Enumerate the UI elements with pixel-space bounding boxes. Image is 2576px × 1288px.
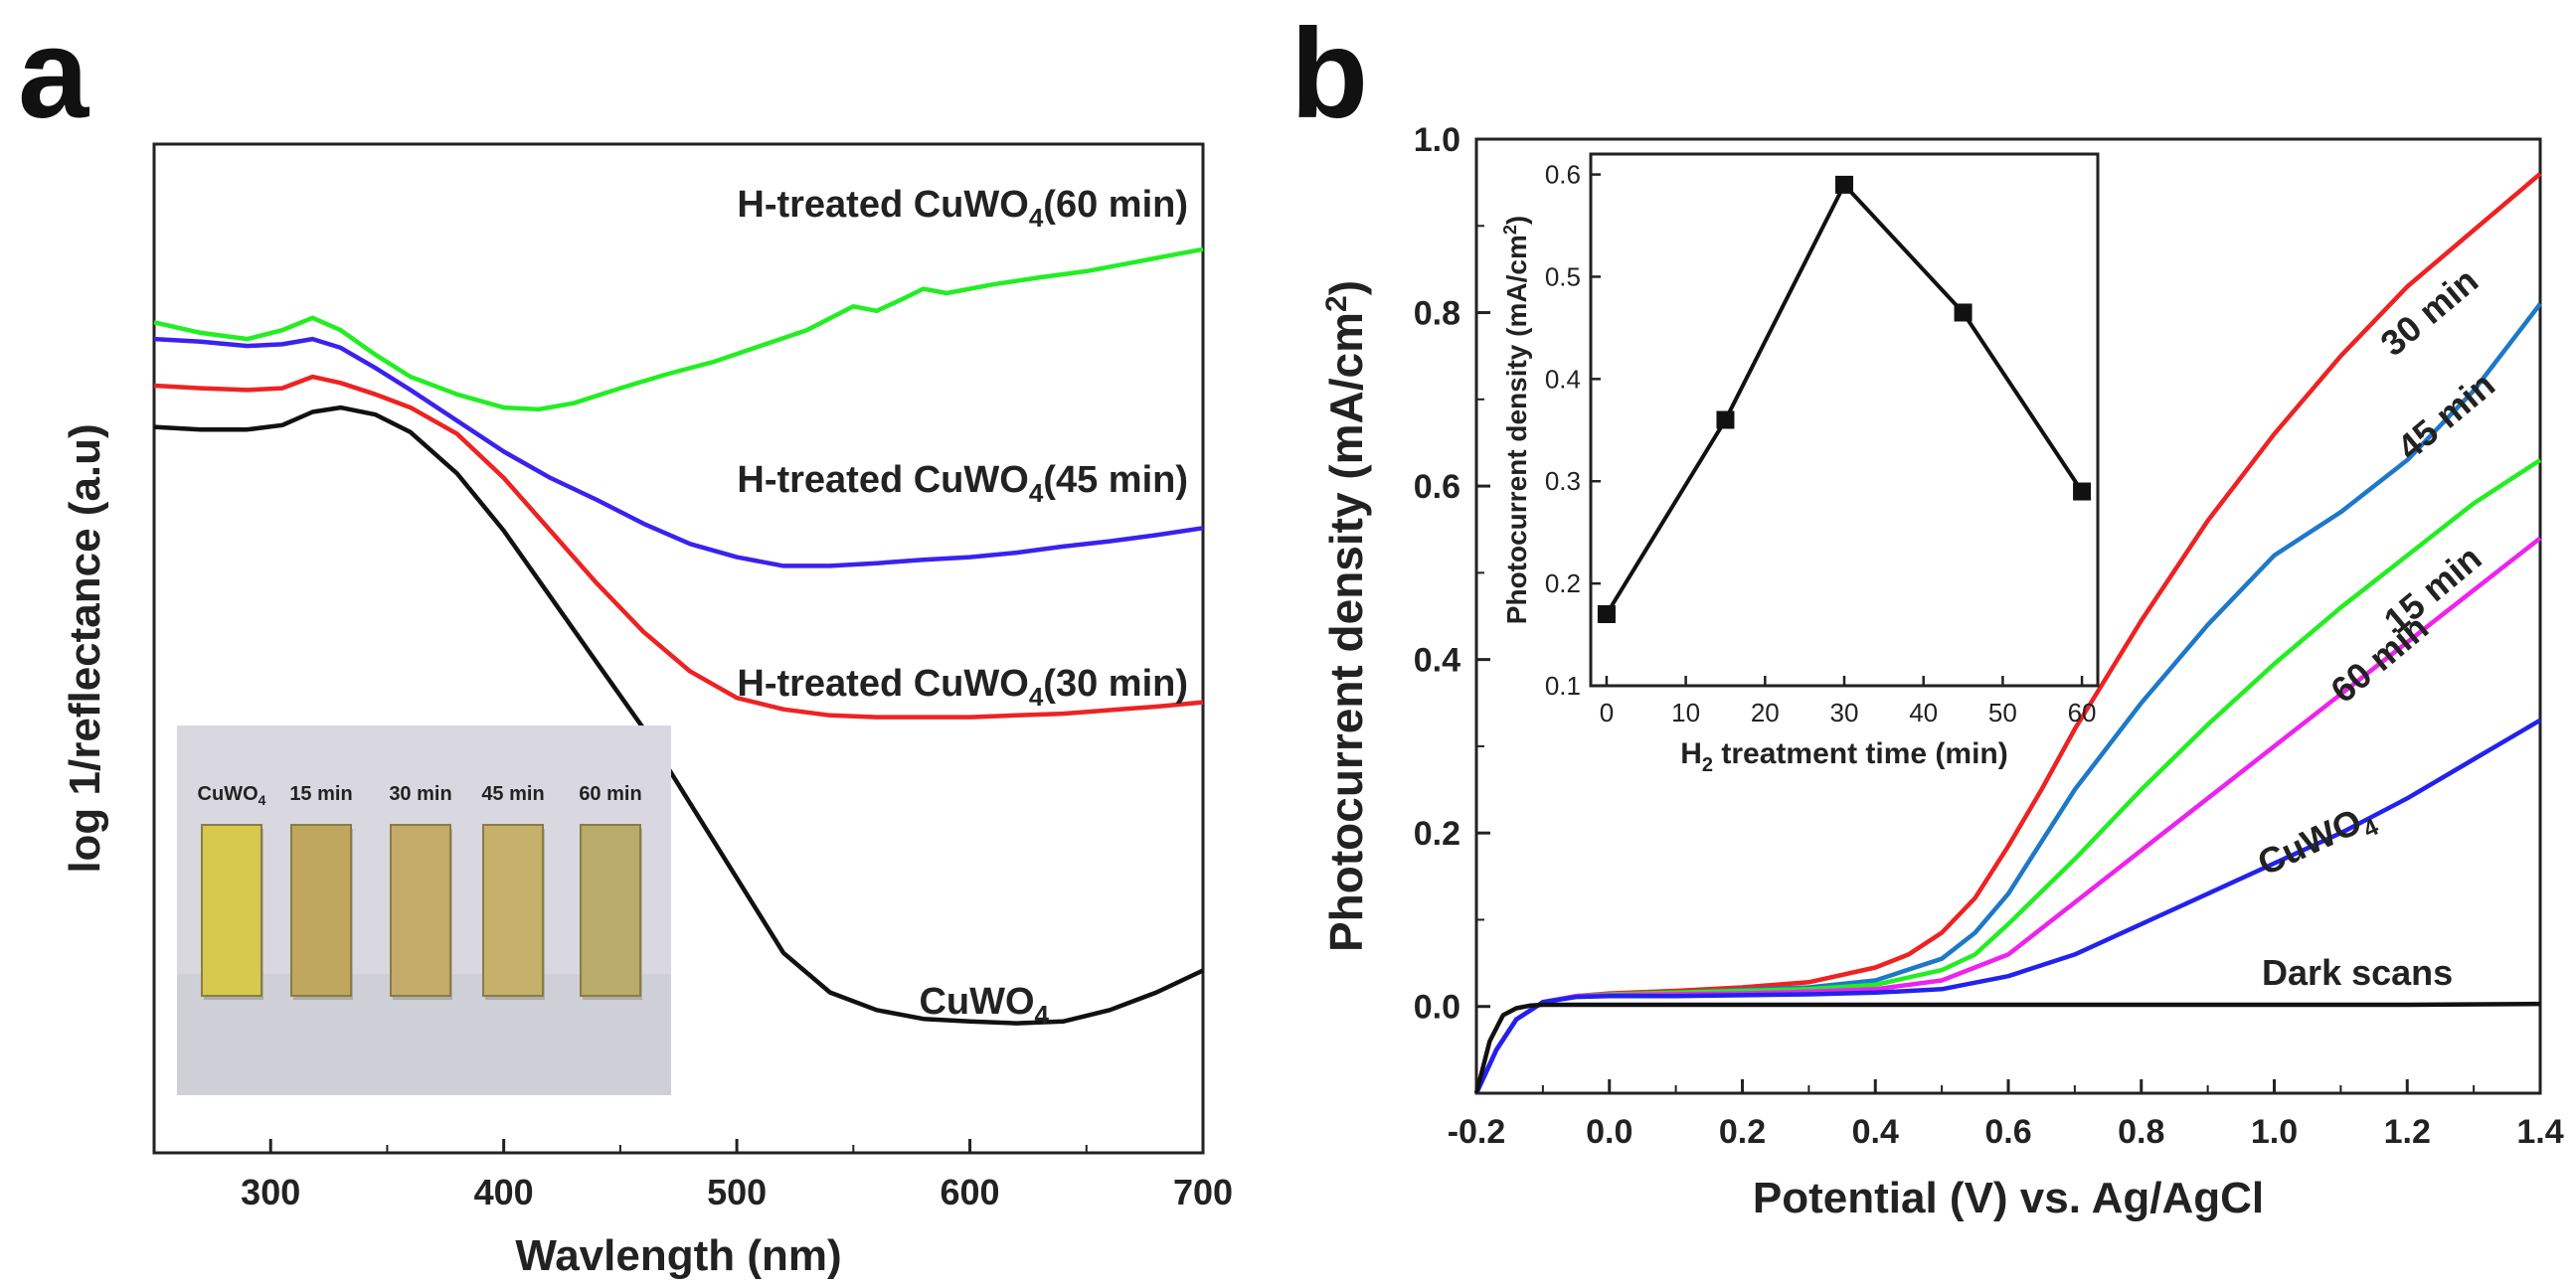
x-tick-label-b-5: 0.8 (2118, 1113, 2164, 1151)
inset-point-0 (1597, 604, 1616, 623)
inset-photo-label-1: 15 min (289, 783, 352, 805)
inset-x-tick-label-1: 10 (1671, 698, 1700, 727)
inset-y-tick-label-0: 0.1 (1545, 671, 1581, 701)
panel-b: b -0.2 0.0 0.2 0.4 0.6 0.8 1.0 1.2 1.4 0.0 0.2 0.4 0… (1290, 3, 2564, 1222)
inset-photo-slide-0 (201, 824, 262, 997)
y-tick-label-b-1: 0.2 (1414, 815, 1460, 853)
inset-photo-label-3: 45 min (481, 783, 544, 805)
inset-point-2 (1835, 175, 1853, 194)
series-a-0-line (153, 246, 1204, 412)
y-tick-label-b-3: 0.6 (1414, 468, 1460, 506)
inset-x-tick-label-4: 40 (1909, 698, 1938, 727)
y-tick-label-b-0: 0.0 (1414, 989, 1460, 1027)
inset-y-tick-label-4: 0.5 (1545, 261, 1581, 291)
x-tick-label-b-7: 1.2 (2384, 1113, 2431, 1151)
x-tick-label-b-4: 0.6 (1984, 1113, 2031, 1151)
inset-point-3 (1954, 303, 1973, 322)
x-tick-label-a-4: 700 (1173, 1172, 1233, 1212)
series-a-0-label: H-treated CuWO4(60 min) (737, 184, 1188, 233)
inset-point-1 (1716, 410, 1735, 429)
y-tick-label-b-5: 1.0 (1414, 121, 1460, 159)
inset-photo-label-0: CuWO4 (198, 783, 266, 808)
x-tick-label-b-1: 0.0 (1586, 1113, 1632, 1151)
plot-a-frame (152, 142, 1205, 1155)
inset-y-tick-label-1: 0.2 (1545, 568, 1581, 598)
panel-a-label: a (18, 3, 89, 145)
x-tick-label-a-3: 600 (941, 1172, 1000, 1212)
series-b-4-line (1473, 718, 2542, 1094)
series-b-0-label: 30 min (2372, 259, 2486, 364)
y-axis-label-b: Photocurrent density (mA/cm2) (1320, 280, 1372, 952)
inset-y-tick-label-2: 0.3 (1545, 466, 1581, 496)
series-b-4-label: CuWO4 (2251, 794, 2383, 889)
x-axis-label-a: Wavlength (nm) (515, 1231, 841, 1280)
inset-x-tick-label-2: 20 (1751, 698, 1780, 727)
inset-x-tick-label-6: 60 (2068, 698, 2097, 727)
series-a-3-label: CuWO4 (919, 981, 1049, 1030)
series-b-1-label: 45 min (2389, 364, 2502, 468)
inset-frame (1589, 152, 2100, 688)
x-tick-label-b-0: -0.2 (1448, 1113, 1506, 1151)
inset-point-4 (2073, 482, 2092, 501)
series-a-1-line (153, 336, 1204, 568)
inset-x-tick-label-0: 0 (1600, 698, 1614, 727)
inset-x-tick-label-3: 30 (1830, 698, 1859, 727)
x-tick-label-a-2: 500 (707, 1172, 767, 1212)
inset-y-tick-label-5: 0.6 (1545, 160, 1581, 190)
inset-y-axis-label: Photocurrent density (mA/cm2) (1500, 216, 1532, 624)
series-a-2-line (153, 374, 1204, 720)
inset-x-axis-label: H2 treatment time (min) (1680, 737, 2008, 776)
x-axis-label-b: Potential (V) vs. Ag/AgCl (1753, 1174, 2264, 1222)
series-b-3-label: 60 min (2322, 606, 2436, 711)
x-tick-label-b-6: 1.0 (2251, 1113, 2298, 1151)
inset-photo-label-4: 60 min (579, 783, 641, 805)
inset-photo-slide-2 (390, 824, 451, 997)
inset-x-tick-label-5: 50 (1988, 698, 2017, 727)
inset-photo-slide-4 (580, 824, 641, 997)
x-tick-label-b-8: 1.4 (2516, 1113, 2563, 1151)
inset-photo-label-2: 30 min (389, 783, 451, 805)
x-tick-label-a-1: 400 (474, 1172, 534, 1212)
panel-b-label: b (1290, 3, 1368, 145)
y-axis-label-a: log 1/reflectance (a.u) (61, 423, 109, 873)
y-tick-label-b-2: 0.4 (1414, 642, 1460, 680)
x-tick-label-b-3: 0.4 (1852, 1113, 1899, 1151)
inset-photo-slide-3 (482, 824, 544, 997)
y-tick-label-b-4: 0.8 (1414, 295, 1460, 333)
inset-y-tick-label-3: 0.4 (1545, 364, 1581, 394)
x-tick-label-a-0: 300 (241, 1172, 300, 1212)
panel-a: a 300 400 500 600 700 Wavlength (nm) log 1/ref… (18, 3, 1233, 1280)
series-a-1-label: H-treated CuWO4(45 min) (737, 459, 1188, 508)
inset-photo-slide-1 (290, 824, 352, 997)
series-b-5-label: Dark scans (2262, 952, 2453, 993)
x-tick-label-b-2: 0.2 (1719, 1113, 1766, 1151)
series-a-2-label: H-treated CuWO4(30 min) (737, 663, 1188, 712)
series-b-5-line (1473, 1001, 2541, 1094)
